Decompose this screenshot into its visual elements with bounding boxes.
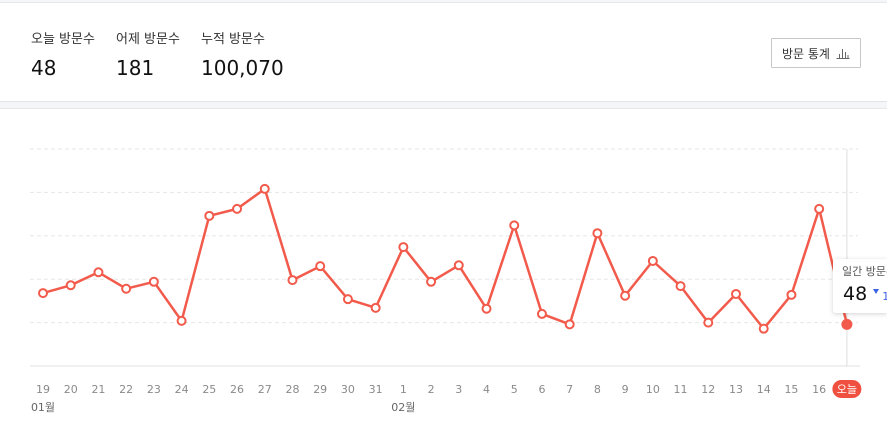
tick-label-20: 8 [594, 383, 601, 396]
data-point-16[interactable] [481, 303, 492, 314]
data-point-23[interactable] [675, 281, 686, 292]
data-point-8[interactable] [259, 183, 270, 194]
tick-label-27: 15 [784, 383, 798, 396]
stat-today-value: 48 [31, 56, 57, 80]
tick-label-19: 7 [566, 383, 573, 396]
stat-yesterday-value: 181 [116, 56, 155, 80]
tick-label-11: 30 [341, 383, 355, 396]
grid [30, 148, 860, 367]
tick-label-13: 1 [400, 383, 407, 396]
data-point-14[interactable] [426, 276, 437, 287]
tick-label-14: 2 [428, 383, 435, 396]
tick-label-23: 11 [674, 383, 688, 396]
data-point-27[interactable] [786, 289, 797, 300]
tick-label-21: 9 [622, 383, 629, 396]
tick-label-1: 20 [64, 383, 78, 396]
data-point-13[interactable] [398, 242, 409, 253]
tick-label-28: 16 [812, 383, 826, 396]
data-point-28[interactable] [814, 203, 825, 214]
tick-label-5: 24 [175, 383, 189, 396]
data-point-0[interactable] [38, 288, 48, 299]
visit-stats-button[interactable]: 방문 통계 [771, 38, 861, 68]
data-point-5[interactable] [176, 315, 187, 326]
line-chart: 19 20 21 22 23 24 25 26 27 28 29 30 31 1 2 3 4 5 6 7 8 9 10 11 1… [30, 148, 862, 414]
data-point-1[interactable] [65, 280, 76, 291]
data-point-3[interactable] [121, 283, 132, 294]
data-point-29[interactable] [841, 318, 853, 330]
chart-tooltip: 일간 방문수 48 1 [833, 259, 887, 313]
tick-label-22: 10 [646, 383, 660, 396]
tick-label-24: 12 [701, 383, 715, 396]
daily-visits-chart: 19 20 21 22 23 24 25 26 27 28 29 30 31 1 2 3 4 5 6 7 8 9 10 11 1… [0, 108, 887, 438]
tick-label-26: 14 [757, 383, 771, 396]
tick-label-2: 21 [91, 383, 105, 396]
tick-label-25: 13 [729, 383, 743, 396]
tick-label-16: 4 [483, 383, 490, 396]
series-line [41, 187, 849, 330]
stat-yesterday: 어제 방문수 181 [116, 31, 180, 80]
data-point-10[interactable] [315, 261, 326, 272]
tick-label-4: 23 [147, 383, 161, 396]
tick-label-3: 22 [119, 383, 133, 396]
tooltip-delta: 1 [882, 290, 887, 303]
tick-label-6: 25 [202, 383, 216, 396]
down-triangle-icon [873, 289, 880, 294]
x-tick-labels: 19 20 21 22 23 24 25 26 27 28 29 30 31 1 2 3 4 5 6 7 8 9 10 11 1… [31, 380, 862, 414]
data-point-15[interactable] [453, 260, 464, 271]
data-point-7[interactable] [232, 203, 243, 214]
data-point-22[interactable] [647, 255, 658, 266]
stat-today: 오늘 방문수 48 [31, 31, 95, 80]
today-pill [832, 380, 862, 398]
visit-stats-button-label: 방문 통계 [782, 46, 830, 61]
data-point-24[interactable] [703, 317, 714, 328]
stat-total-label: 누적 방문수 [201, 32, 265, 47]
month-label-1: 02월 [391, 401, 415, 414]
tick-label-12: 31 [369, 383, 383, 396]
data-point-19[interactable] [564, 319, 575, 330]
summary-card: 오늘 방문수 48 어제 방문수 181 누적 방문수 100,070 방문 통… [0, 2, 887, 102]
tick-label-7: 26 [230, 383, 244, 396]
tooltip-title: 일간 방문수 [842, 265, 887, 278]
tick-label-10: 29 [313, 383, 327, 396]
tick-label-9: 28 [285, 383, 299, 396]
tick-label-15: 3 [455, 383, 462, 396]
data-point-25[interactable] [731, 288, 741, 299]
data-points [38, 183, 853, 334]
tick-label-18: 6 [538, 383, 545, 396]
tick-label-0: 19 [36, 383, 50, 396]
stat-today-label: 오늘 방문수 [31, 32, 95, 47]
tooltip-value-row: 48 1 [843, 282, 887, 306]
stat-yesterday-label: 어제 방문수 [116, 32, 180, 47]
data-point-9[interactable] [287, 275, 298, 286]
data-point-4[interactable] [148, 276, 159, 287]
tick-label-29: 오늘 [837, 383, 857, 396]
data-point-21[interactable] [620, 290, 631, 301]
data-point-18[interactable] [536, 308, 547, 319]
data-point-2[interactable] [93, 267, 104, 278]
month-label-0: 01월 [31, 401, 55, 414]
data-point-6[interactable] [204, 210, 215, 221]
tick-label-17: 5 [511, 383, 518, 396]
tooltip-value: 48 [843, 283, 868, 305]
tick-label-8: 27 [258, 383, 272, 396]
data-point-12[interactable] [370, 302, 381, 313]
stat-total: 누적 방문수 100,070 [201, 31, 284, 80]
data-point-11[interactable] [342, 294, 353, 305]
stat-total-value: 100,070 [201, 56, 284, 80]
data-point-26[interactable] [758, 323, 769, 334]
data-point-20[interactable] [592, 228, 603, 239]
data-point-17[interactable] [509, 220, 520, 231]
bar-chart-icon [836, 47, 850, 59]
